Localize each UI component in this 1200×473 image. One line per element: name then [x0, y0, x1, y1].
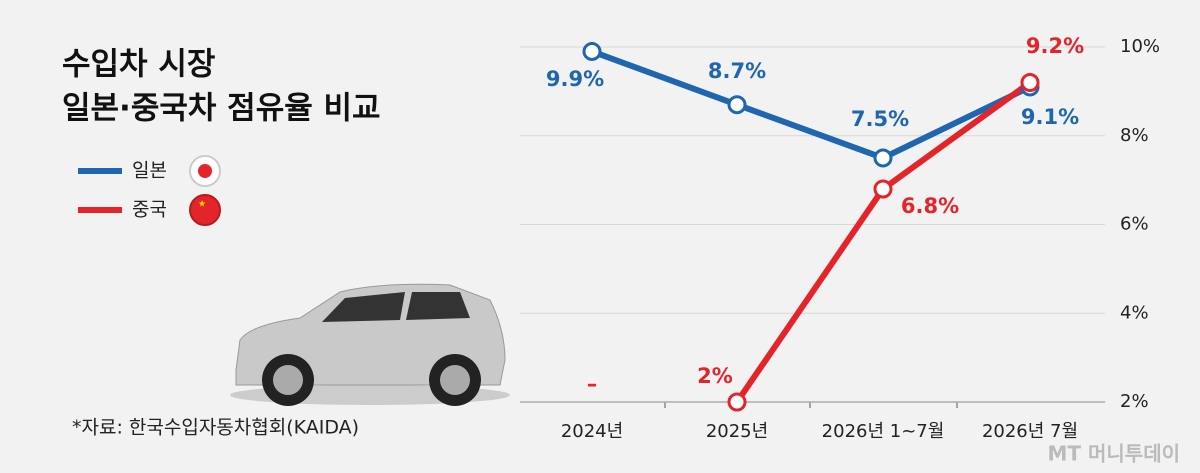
- y-tick-label: 2%: [1120, 391, 1149, 412]
- series-line: [590, 48, 1032, 161]
- china-flag: [189, 194, 221, 226]
- data-label: 9.2%: [1026, 34, 1084, 58]
- watermark: MT 머니투데이: [1047, 442, 1180, 466]
- data-label: 7.5%: [851, 107, 909, 131]
- data-label: 8.7%: [708, 59, 766, 83]
- x-tick-label: 2025년: [706, 421, 768, 442]
- x-tick-label: 2026년 7월: [982, 421, 1078, 442]
- point-marker: [727, 95, 747, 115]
- chart-title: 일본·중국차 점유율 비교: [62, 91, 381, 127]
- data-label: 2%: [697, 364, 733, 388]
- car-illustration: [230, 283, 510, 406]
- y-tick-label: 4%: [1120, 302, 1149, 323]
- data-label: 9.1%: [1021, 105, 1079, 129]
- y-tick-label: 10%: [1120, 36, 1160, 57]
- point-marker: [873, 179, 893, 199]
- data-label: –: [587, 372, 598, 396]
- data-label: 6.8%: [901, 194, 959, 218]
- x-tick-label: 2024년: [561, 421, 623, 442]
- data-label: 9.9%: [546, 67, 604, 91]
- chart-title: 수입차 시장: [62, 47, 215, 83]
- japan-flag-sun: [198, 164, 212, 178]
- china-flag-star: ★: [198, 200, 206, 210]
- point-marker: [727, 392, 747, 412]
- y-tick-label: 6%: [1120, 214, 1149, 235]
- point-marker: [1020, 73, 1040, 92]
- point-marker: [582, 41, 602, 61]
- y-tick-label: 8%: [1120, 125, 1149, 146]
- legend-label: 일본: [132, 160, 167, 182]
- point-marker: [873, 148, 893, 168]
- legend-label: 중국: [132, 199, 167, 221]
- x-tick-label: 2026년 1~7월: [822, 421, 945, 442]
- source-note: *자료: 한국수입자동차협회(KAIDA): [72, 417, 359, 439]
